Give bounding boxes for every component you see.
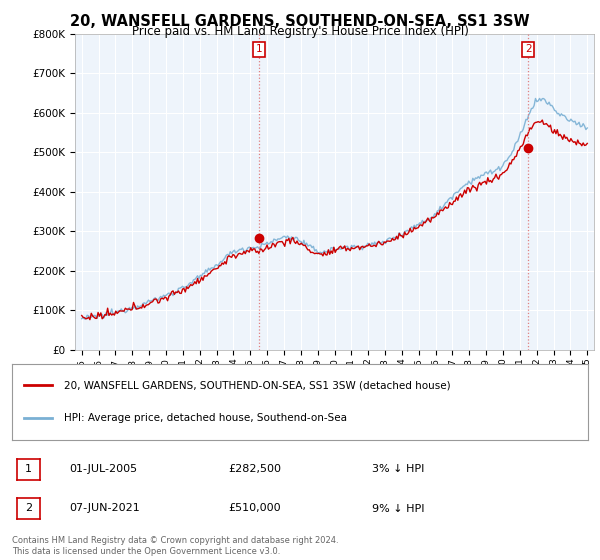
Text: Price paid vs. HM Land Registry's House Price Index (HPI): Price paid vs. HM Land Registry's House … [131, 25, 469, 38]
Text: 07-JUN-2021: 07-JUN-2021 [69, 503, 140, 514]
Text: £510,000: £510,000 [228, 503, 281, 514]
Text: Contains HM Land Registry data © Crown copyright and database right 2024.
This d: Contains HM Land Registry data © Crown c… [12, 536, 338, 556]
Text: £282,500: £282,500 [228, 464, 281, 474]
Text: 20, WANSFELL GARDENS, SOUTHEND-ON-SEA, SS1 3SW (detached house): 20, WANSFELL GARDENS, SOUTHEND-ON-SEA, S… [64, 380, 451, 390]
Text: 01-JUL-2005: 01-JUL-2005 [69, 464, 137, 474]
Text: 20, WANSFELL GARDENS, SOUTHEND-ON-SEA, SS1 3SW: 20, WANSFELL GARDENS, SOUTHEND-ON-SEA, S… [70, 14, 530, 29]
Text: 3% ↓ HPI: 3% ↓ HPI [372, 464, 424, 474]
Text: 2: 2 [25, 503, 32, 514]
Text: 9% ↓ HPI: 9% ↓ HPI [372, 503, 425, 514]
Text: 1: 1 [25, 464, 32, 474]
Text: 1: 1 [256, 44, 262, 54]
Text: HPI: Average price, detached house, Southend-on-Sea: HPI: Average price, detached house, Sout… [64, 413, 347, 423]
Text: 2: 2 [525, 44, 532, 54]
